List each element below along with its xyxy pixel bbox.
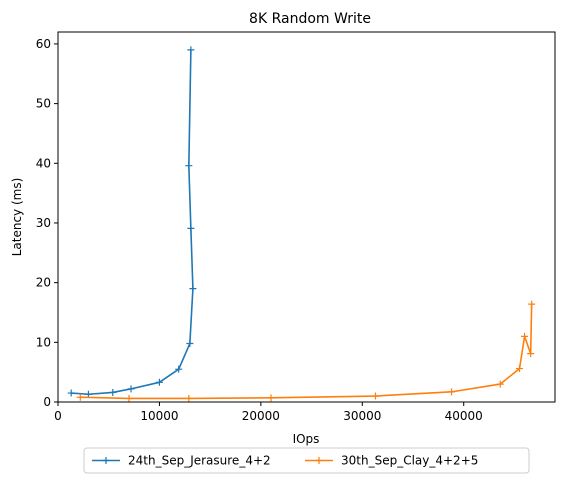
data-point-marker (186, 340, 194, 348)
x-tick-label: 40000 (445, 409, 483, 423)
series-2 (76, 300, 536, 402)
x-tick-label: 10000 (140, 409, 178, 423)
data-point-marker (516, 365, 523, 373)
plot-frame (57, 31, 556, 403)
data-point-marker (496, 380, 504, 388)
data-point-marker (185, 394, 193, 402)
data-point-marker (187, 46, 195, 54)
legend-label: 24th_Sep_Jerasure_4+2 (128, 454, 271, 468)
series-layer (67, 46, 536, 402)
y-tick-label: 30 (36, 216, 51, 230)
data-point-marker (528, 300, 536, 308)
data-point-marker (125, 394, 133, 402)
data-point-marker (521, 332, 529, 340)
data-point-marker (175, 365, 183, 373)
y-tick-label: 0 (43, 395, 51, 409)
x-axis-label: IOps (293, 432, 320, 446)
data-point-marker (127, 385, 135, 393)
series-1 (67, 46, 197, 398)
data-point-marker (371, 392, 379, 400)
data-point-marker (67, 389, 75, 397)
data-point-marker (448, 388, 456, 396)
y-axis-label: Latency (ms) (10, 178, 24, 257)
legend-marker (315, 457, 323, 464)
data-point-marker (84, 390, 92, 398)
data-point-marker (185, 162, 193, 170)
x-tick-label: 0 (54, 409, 62, 423)
legend-marker (102, 457, 110, 464)
y-tick-label: 10 (36, 335, 51, 349)
y-tick-label: 60 (36, 37, 51, 51)
data-point-marker (267, 394, 275, 402)
x-tick-label: 30000 (343, 409, 381, 423)
data-point-marker (527, 350, 535, 358)
y-tick-label: 20 (36, 276, 51, 290)
data-point-marker (109, 388, 117, 396)
legend-item: 24th_Sep_Jerasure_4+2 (92, 454, 271, 468)
legend-item: 30th_Sep_Clay_4+2+5 (305, 454, 478, 468)
ticks-layer: 0 10000 20000 30000 40000 0 10 20 30 40 50 60 (36, 37, 483, 423)
legend-label: 30th_Sep_Clay_4+2+5 (341, 454, 478, 468)
y-tick-label: 40 (36, 156, 51, 170)
legend: 24th_Sep_Jerasure_4+2 30th_Sep_Clay_4+2+5 (83, 447, 530, 474)
x-tick-label: 20000 (242, 409, 280, 423)
data-point-marker (187, 224, 195, 232)
data-point-marker (155, 378, 163, 386)
data-point-marker (189, 285, 197, 293)
chart-title: 8K Random Write (249, 11, 371, 27)
y-tick-label: 50 (36, 97, 51, 111)
data-point-marker (76, 393, 84, 401)
